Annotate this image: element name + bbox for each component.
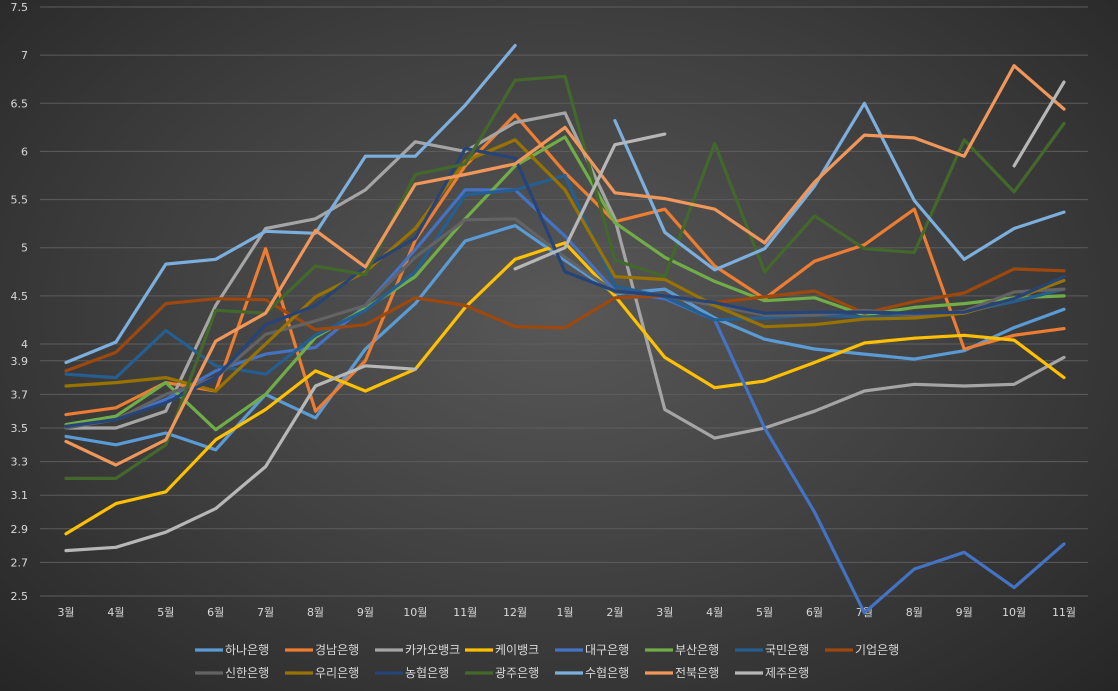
y-tick-label: 3.1 [11, 489, 29, 502]
x-tick-label: 5월 [756, 606, 773, 619]
x-tick-label: 6월 [806, 606, 823, 619]
series-line-13 [64, 64, 1066, 467]
series-line-9 [64, 138, 1066, 393]
legend-label: 수협은행 [585, 665, 629, 680]
y-tick-label: 3.7 [11, 388, 29, 401]
legend-label: 카카오뱅크 [405, 643, 460, 657]
legend-label: 제주은행 [765, 665, 809, 680]
y-tick-label: 5.5 [11, 194, 29, 207]
x-tick-label: 12월 [503, 606, 527, 619]
x-axis-ticks: 3월 4월 5월 6월 7월 8월 9월 10월 11월 12월 1월 2월 3월 4월 5월 6월 7월 8월 9… [57, 606, 1076, 619]
legend-label: 경남은행 [315, 642, 359, 657]
x-tick-label: 6월 [207, 606, 224, 619]
series-line-11 [64, 74, 1066, 480]
x-tick-label: 9월 [357, 606, 374, 619]
x-tick-label: 4월 [706, 606, 723, 619]
x-tick-label: 7월 [257, 606, 274, 619]
y-tick-label: 2.5 [11, 590, 29, 603]
series-line-6 [64, 173, 1066, 380]
legend-label: 신한은행 [225, 665, 269, 680]
y-tick-label: 7 [21, 49, 28, 62]
legend-label: 광주은행 [495, 665, 539, 680]
x-tick-label: 3월 [57, 606, 74, 619]
x-tick-label: 10월 [1002, 606, 1026, 619]
x-tick-label: 11월 [1052, 606, 1076, 619]
series-line-1 [64, 113, 1066, 417]
x-tick-label: 1월 [556, 606, 573, 619]
series-line-7 [64, 267, 1066, 373]
legend-label: 기업은행 [855, 642, 899, 657]
series-line-14 [64, 80, 1066, 553]
series-line-2 [64, 111, 1066, 440]
x-tick-label: 8월 [307, 606, 324, 619]
legend-label: 부산은행 [675, 642, 719, 657]
legend-label: 우리은행 [315, 665, 359, 680]
x-tick-label: 10월 [403, 606, 427, 619]
legend-label: 전북은행 [675, 665, 719, 680]
x-tick-label: 11월 [453, 606, 477, 619]
x-tick-label: 4월 [107, 606, 124, 619]
legend-label: 농협은행 [405, 665, 449, 680]
x-tick-label: 5월 [157, 606, 174, 619]
y-tick-label: 3.3 [11, 456, 29, 469]
y-tick-label: 3.5 [11, 422, 29, 435]
series-line-3 [64, 241, 1066, 536]
y-tick-label: 6.5 [11, 97, 29, 110]
series-line-12 [64, 43, 1066, 365]
x-tick-label: 9월 [956, 606, 973, 619]
legend-label: 국민은행 [765, 642, 809, 657]
x-tick-label: 8월 [906, 606, 923, 619]
y-axis-ticks: 2.5 2.7 2.9 3.1 3.3 3.5 3.7 3.9 4 4.5 5 5.5 6 6.5 7 7.5 [11, 1, 29, 603]
y-tick-label: 5 [21, 242, 28, 255]
series-lines [64, 43, 1066, 615]
x-tick-label: 3월 [656, 606, 673, 619]
legend-label: 하나은행 [225, 642, 269, 657]
series-line-5 [64, 135, 1066, 432]
y-tick-label: 3.9 [11, 355, 29, 368]
x-tick-label: 2월 [606, 606, 623, 619]
y-tick-label: 7.5 [11, 1, 29, 14]
y-tick-label: 6 [21, 145, 28, 158]
y-tick-label: 4.5 [11, 290, 29, 303]
legend-label: 케이뱅크 [495, 643, 539, 657]
series-line-10 [64, 146, 1066, 428]
y-tick-label: 2.7 [11, 556, 29, 569]
y-tick-label: 2.9 [11, 523, 29, 536]
legend-label: 대구은행 [585, 642, 629, 657]
y-tick-label: 4 [21, 338, 28, 351]
